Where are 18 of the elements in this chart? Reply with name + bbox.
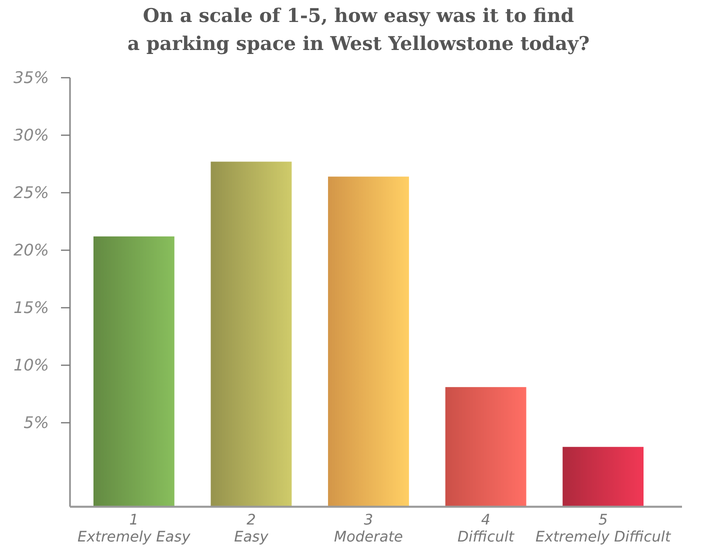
x-tick-label: 5 Extremely Difficult [536, 512, 672, 546]
y-tick-label: 25% [13, 182, 49, 202]
x-tick-label: 2 Easy [234, 512, 269, 546]
bar [93, 236, 174, 507]
y-tick-label: 5% [24, 412, 49, 432]
bar [445, 387, 526, 507]
bar [328, 176, 409, 507]
y-tick-label: 15% [13, 298, 49, 317]
bar [210, 162, 292, 507]
x-tick-label: 4 Difficult [458, 512, 516, 546]
x-tick-label: 1 Extremely Easy [78, 512, 191, 546]
bar [562, 446, 644, 507]
y-tick-label: 10% [13, 355, 49, 374]
y-tick-label: 30% [13, 125, 49, 144]
y-tick-label: 35% [13, 68, 49, 87]
x-tick-label: 3 Moderate [334, 512, 404, 546]
y-tick-label: 20% [13, 240, 49, 260]
chart-title: On a scale of 1-5, how easy was it to find a parking space in West Yellowstone today? [127, 5, 590, 55]
